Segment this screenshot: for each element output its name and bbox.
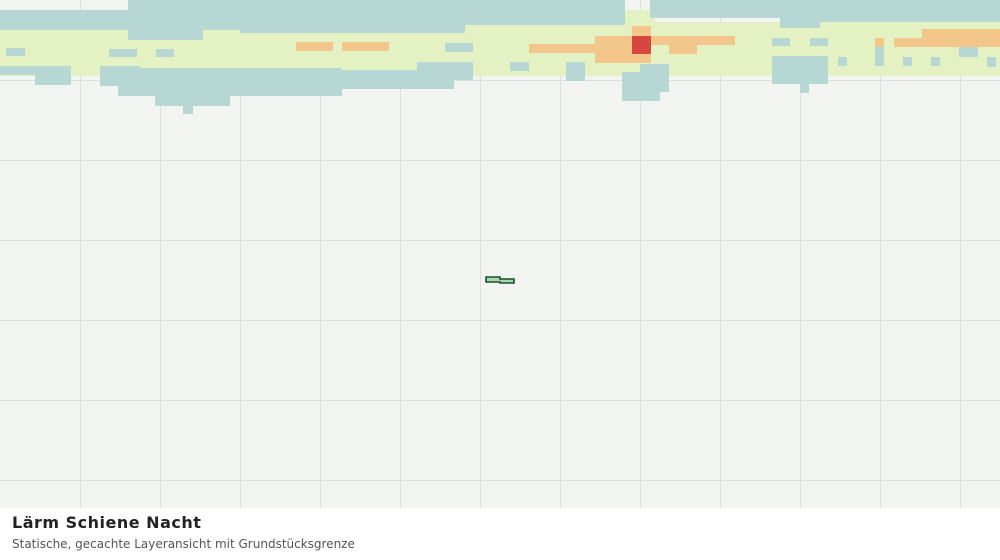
legend-footer: Lärm Schiene Nacht Statische, gecachte L… bbox=[0, 508, 1000, 560]
layer-title: Lärm Schiene Nacht bbox=[12, 513, 202, 532]
parcel-boundary bbox=[485, 276, 515, 284]
noise-layer bbox=[0, 0, 1000, 114]
layer-subtitle: Statische, gecachte Layeransicht mit Gru… bbox=[12, 537, 355, 551]
map-view bbox=[0, 0, 1000, 508]
